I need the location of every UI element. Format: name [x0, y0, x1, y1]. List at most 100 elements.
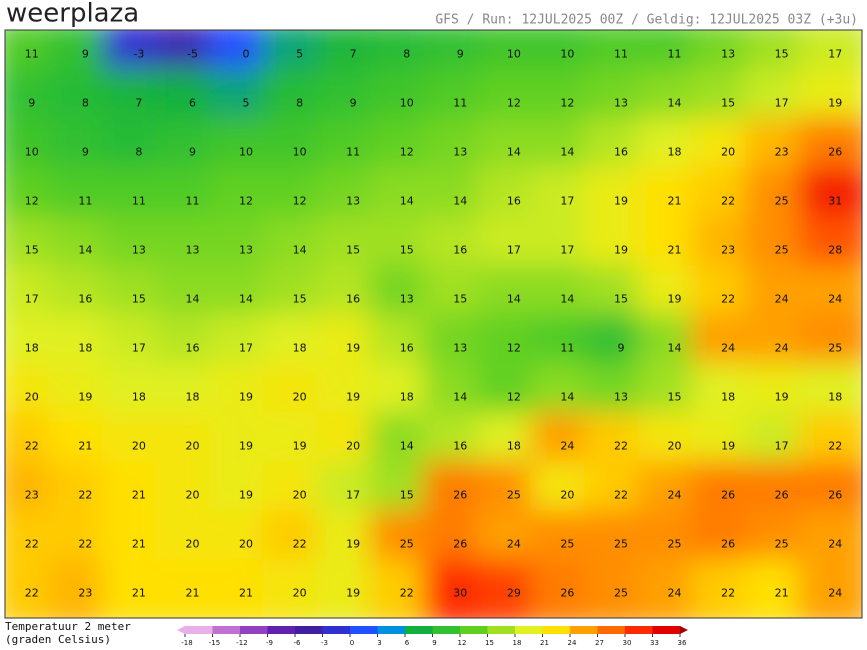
temperature-label: 25 [775, 195, 789, 208]
temperature-label: 11 [453, 97, 467, 110]
temperature-label: 12 [507, 342, 521, 355]
temperature-label: 17 [560, 195, 574, 208]
colorbar-segment [185, 626, 213, 634]
temperature-label: 22 [614, 489, 628, 502]
temperature-label: 13 [453, 146, 467, 159]
temperature-label: 25 [560, 538, 574, 551]
temperature-label: 19 [775, 391, 789, 404]
temperature-label: 16 [453, 244, 467, 257]
temperature-label: 13 [614, 391, 628, 404]
temperature-label: 20 [25, 391, 39, 404]
temperature-label: 26 [828, 146, 842, 159]
temperature-label: 20 [293, 391, 307, 404]
temperature-field [5, 30, 862, 618]
temperature-label: 13 [614, 97, 628, 110]
colorbar-segment [322, 626, 351, 634]
temperature-label: 25 [614, 587, 628, 600]
temperature-label: 9 [82, 146, 89, 159]
temperature-label: 24 [828, 587, 842, 600]
temperature-label: 13 [346, 195, 360, 208]
temperature-label: 11 [25, 48, 39, 61]
temperature-label: 15 [346, 244, 360, 257]
temperature-label: 10 [507, 48, 521, 61]
colorbar-tick-label: 21 [540, 639, 549, 647]
legend-subtitle: (graden Celsius) [5, 633, 111, 646]
colorbar-segment [267, 626, 296, 634]
temperature-label: 18 [668, 146, 682, 159]
temperature-label: 21 [239, 587, 253, 600]
temperature-label: 24 [828, 538, 842, 551]
temperature-label: 10 [560, 48, 574, 61]
temperature-label: 20 [668, 440, 682, 453]
temperature-label: 30 [453, 587, 467, 600]
logo[interactable]: weerplaza [6, 0, 139, 29]
colorbar-segment [515, 626, 543, 634]
temperature-label: 20 [185, 538, 199, 551]
temperature-label: 12 [239, 195, 253, 208]
temperature-label: 18 [400, 391, 414, 404]
temperature-label: 19 [346, 538, 360, 551]
temperature-label: 15 [132, 293, 146, 306]
temperature-label: 9 [82, 48, 89, 61]
temperature-label: 10 [239, 146, 253, 159]
temperature-label: 17 [775, 97, 789, 110]
temperature-label: 0 [243, 48, 250, 61]
temperature-label: 9 [617, 342, 624, 355]
temperature-label: 23 [775, 146, 789, 159]
temperature-label: 15 [453, 293, 467, 306]
temperature-label: 21 [132, 489, 146, 502]
temperature-label: 14 [560, 391, 574, 404]
temperature-label: 11 [78, 195, 92, 208]
colorbar-tick-label: 6 [405, 639, 410, 647]
temperature-label: 10 [400, 97, 414, 110]
colorbar-segment [295, 626, 323, 634]
temperature-label: 23 [78, 587, 92, 600]
temperature-label: 20 [185, 440, 199, 453]
temperature-label: 10 [293, 146, 307, 159]
run-info: GFS / Run: 12JUL2025 00Z / Geldig: 12JUL… [435, 13, 858, 28]
temperature-label: 26 [721, 538, 735, 551]
colorbar-tick-label: 27 [595, 639, 604, 647]
temperature-label: 18 [507, 440, 521, 453]
temperature-label: 12 [25, 195, 39, 208]
temperature-label: 8 [403, 48, 410, 61]
map: 11 9 -3 -5 0 5 7 8 9 10 10 11 11 13 15 17 9 8 7 6 5 8 9 10 11 12 1… [5, 30, 862, 618]
temperature-label: 17 [25, 293, 39, 306]
colorbar-arrow-left [177, 626, 185, 634]
temperature-label: 8 [296, 97, 303, 110]
temperature-label: 26 [721, 489, 735, 502]
temperature-label: 11 [346, 146, 360, 159]
temperature-label: 21 [132, 538, 146, 551]
temperature-label: 18 [721, 391, 735, 404]
temperature-label: 15 [400, 244, 414, 257]
temperature-label: 14 [668, 97, 682, 110]
temperature-labels: 11 9 -3 -5 0 5 7 8 9 10 10 11 11 13 15 17 9 8 7 6 5 8 9 10 11 12 1… [25, 48, 842, 600]
colorbar-tick-label: 18 [513, 639, 522, 647]
temperature-label: 22 [721, 293, 735, 306]
colorbar-tick-label: 3 [377, 639, 381, 647]
temperature-label: 14 [560, 293, 574, 306]
temperature-label: 18 [828, 391, 842, 404]
temperature-label: 12 [560, 97, 574, 110]
temperature-label: 22 [78, 538, 92, 551]
temperature-label: 21 [668, 244, 682, 257]
colorbar-tick-label: -15 [209, 639, 220, 647]
temperature-label: 16 [185, 342, 199, 355]
colorbar-tick-label: 12 [458, 639, 467, 647]
colorbar-tick-label: 36 [678, 639, 687, 647]
colorbar-segment [240, 626, 268, 634]
temperature-label: 13 [721, 48, 735, 61]
temperature-label: 15 [668, 391, 682, 404]
temperature-label: 20 [560, 489, 574, 502]
temperature-label: 9 [189, 146, 196, 159]
colorbar-segment [432, 626, 461, 634]
temperature-label: 13 [400, 293, 414, 306]
temperature-label: 5 [243, 97, 250, 110]
temperature-label: 7 [135, 97, 142, 110]
colorbar-segment [350, 626, 378, 634]
temperature-label: 22 [293, 538, 307, 551]
temperature-label: 19 [346, 391, 360, 404]
temperature-label: 8 [135, 146, 142, 159]
temperature-label: 20 [721, 146, 735, 159]
colorbar-tick-label: -3 [321, 639, 328, 647]
